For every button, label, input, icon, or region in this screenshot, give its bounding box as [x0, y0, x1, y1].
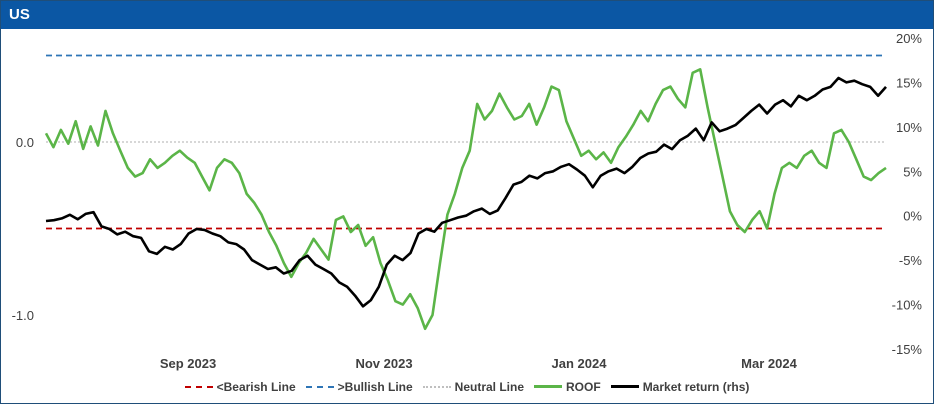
chart-legend: <Bearish Line >Bullish Line Neutral Line RO…: [1, 377, 933, 394]
legend-item: <Bearish Line: [184, 380, 296, 394]
right-tick-label: -10%: [892, 298, 923, 313]
right-tick-label: 5%: [903, 164, 922, 179]
legend-item: ROOF: [534, 380, 601, 394]
legend-swatch: [305, 386, 334, 388]
legend-item: Market return (rhs): [610, 379, 750, 394]
legend-label: Neutral Line: [454, 380, 525, 394]
legend-label: >Bullish Line: [337, 380, 413, 394]
legend-label: Market return (rhs): [642, 379, 750, 394]
x-tick-label: Mar 2024: [741, 356, 797, 371]
legend-swatch: [184, 386, 213, 388]
legend-item: Neutral Line: [422, 380, 525, 394]
legend-label: ROOF: [566, 379, 601, 394]
x-tick-label: Sep 2023: [160, 356, 216, 371]
left-tick-label: -1.0: [12, 308, 34, 323]
chart-plot: 0.0 -1.0 20% 15% 10% 5% 0% -5% -10% -15% Sep 202…: [12, 31, 923, 371]
legend-item: >Bullish Line: [305, 380, 413, 394]
right-tick-label: 0%: [903, 209, 922, 224]
chart-title: US: [1, 1, 933, 29]
legend-swatch: [422, 386, 451, 388]
legend-label: <Bearish Line: [216, 380, 296, 394]
x-tick-label: Nov 2023: [355, 356, 412, 371]
right-tick-label: -5%: [899, 253, 923, 268]
right-tick-label: 15%: [896, 75, 922, 90]
right-tick-label: -15%: [892, 342, 923, 357]
series-line-1: [45, 76, 887, 308]
x-tick-label: Jan 2024: [552, 356, 608, 371]
left-tick-label: 0.0: [16, 135, 34, 150]
right-tick-label: 10%: [896, 120, 922, 135]
series-line-0: [44, 67, 887, 331]
legend-swatch: [610, 385, 639, 388]
right-tick-label: 20%: [896, 31, 922, 46]
legend-swatch: [534, 385, 563, 388]
